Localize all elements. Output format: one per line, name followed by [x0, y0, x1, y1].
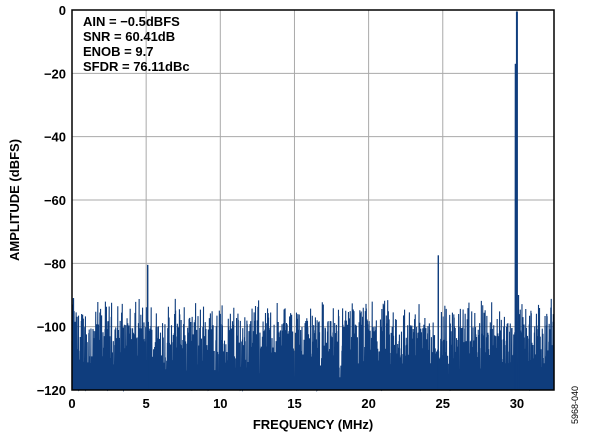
- y-tick-label: 0: [59, 3, 66, 18]
- x-tick-label: 25: [436, 396, 450, 411]
- annotation-sfdr: SFDR = 76.11dBc: [83, 59, 190, 74]
- y-tick-label: −60: [44, 193, 66, 208]
- x-tick-label: 5: [143, 396, 150, 411]
- plot-frame: [71, 9, 555, 391]
- x-axis-title: FREQUENCY (MHz): [253, 417, 373, 432]
- annotation-block: AIN = −0.5dBFS SNR = 60.41dB ENOB = 9.7 …: [83, 14, 190, 74]
- x-tick-label: 20: [361, 396, 375, 411]
- y-tick-label: −120: [37, 383, 66, 398]
- x-tick-label: 15: [287, 396, 301, 411]
- annotation-enob: ENOB = 9.7: [83, 44, 153, 59]
- y-tick-label: −20: [44, 66, 66, 81]
- x-tick-label: 30: [510, 396, 524, 411]
- y-tick-label: −100: [37, 320, 66, 335]
- y-axis-title: AMPLITUDE (dBFS): [7, 139, 22, 261]
- figure-id: 5968-040: [570, 386, 580, 424]
- annotation-ain: AIN = −0.5dBFS: [83, 14, 180, 29]
- y-tick-label: −80: [44, 256, 66, 271]
- y-tick-label: −40: [44, 130, 66, 145]
- annotation-snr: SNR = 60.41dB: [83, 29, 175, 44]
- x-tick-label: 0: [68, 396, 75, 411]
- x-tick-label: 10: [213, 396, 227, 411]
